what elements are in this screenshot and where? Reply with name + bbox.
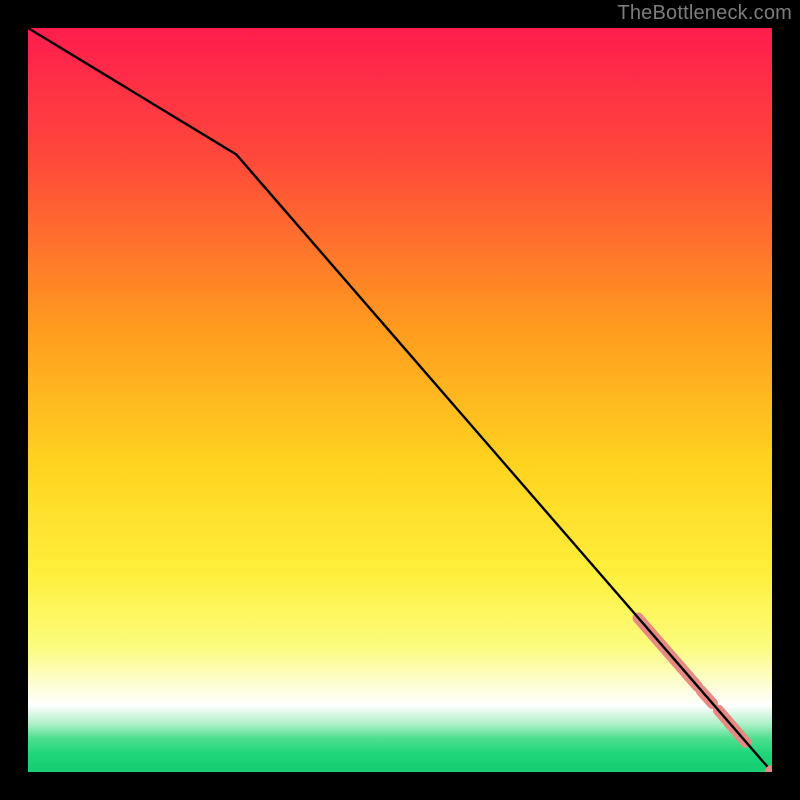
terminal-marker [765,765,779,779]
gradient-chart [0,0,800,800]
plot-background [28,28,772,772]
watermark-text: TheBottleneck.com [617,2,792,25]
bottom-green-band [28,763,772,772]
